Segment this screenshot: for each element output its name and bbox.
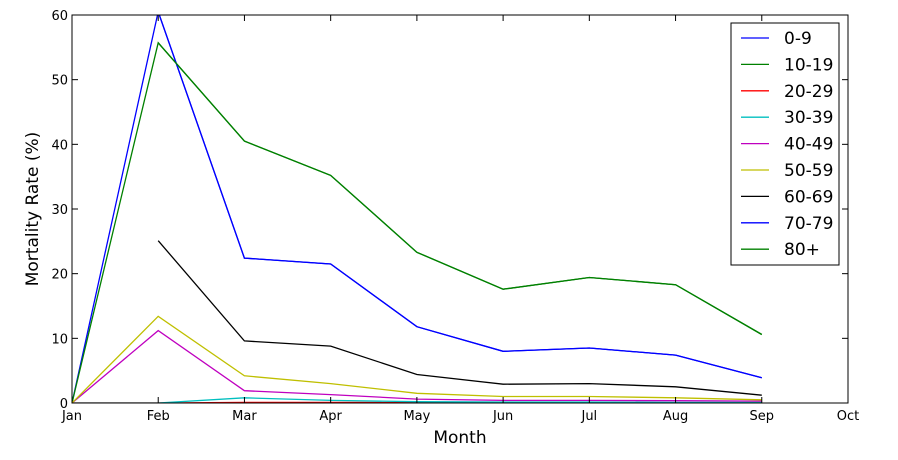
y-tick-label: 30 xyxy=(51,203,68,218)
legend-label: 70-79 xyxy=(784,214,833,234)
series-line-6 xyxy=(157,240,762,396)
y-tick-label: 50 xyxy=(51,74,68,89)
legend-label: 30-39 xyxy=(784,108,833,128)
x-tick-label: Jul xyxy=(580,409,597,424)
series-line-8 xyxy=(157,42,763,336)
x-tick-label: Oct xyxy=(837,409,859,424)
x-axis-title: Month xyxy=(433,428,486,448)
x-tick-label: Feb xyxy=(147,409,170,424)
y-tick-label: 40 xyxy=(51,138,68,153)
x-tick-label: Sep xyxy=(750,409,775,424)
legend: 0-9 10-19 20-29 30-39 40-49 50-59 60-69 70-79 80… xyxy=(730,22,840,266)
legend-label: 40-49 xyxy=(784,135,833,155)
x-tick-label: Jun xyxy=(492,409,513,424)
legend-label: 50-59 xyxy=(784,161,833,181)
legend-label: 80+ xyxy=(784,240,820,260)
x-tick-label: Jan xyxy=(61,409,82,424)
y-tick-label: 10 xyxy=(51,332,68,347)
x-tick-label: Mar xyxy=(232,409,257,424)
x-tick-label: Aug xyxy=(663,409,688,424)
series-line-5 xyxy=(72,315,762,403)
ticks-layer: Jan Feb Mar Apr May Jun Jul Aug Sep Oct 0 10 20 30 40 5… xyxy=(51,9,859,424)
legend-label: 0-9 xyxy=(784,29,812,49)
y-tick-label: 0 xyxy=(60,397,68,412)
legend-label: 60-69 xyxy=(784,187,833,207)
y-tick-label: 60 xyxy=(51,9,68,24)
x-tick-label: Apr xyxy=(319,409,342,424)
x-tick-label: May xyxy=(403,409,430,424)
series-line-7 xyxy=(158,15,762,379)
y-tick-label: 20 xyxy=(51,268,68,283)
legend-label: 20-29 xyxy=(784,82,833,102)
legend-label: 10-19 xyxy=(784,55,833,75)
y-axis-title: Mortality Rate (%) xyxy=(23,132,43,287)
